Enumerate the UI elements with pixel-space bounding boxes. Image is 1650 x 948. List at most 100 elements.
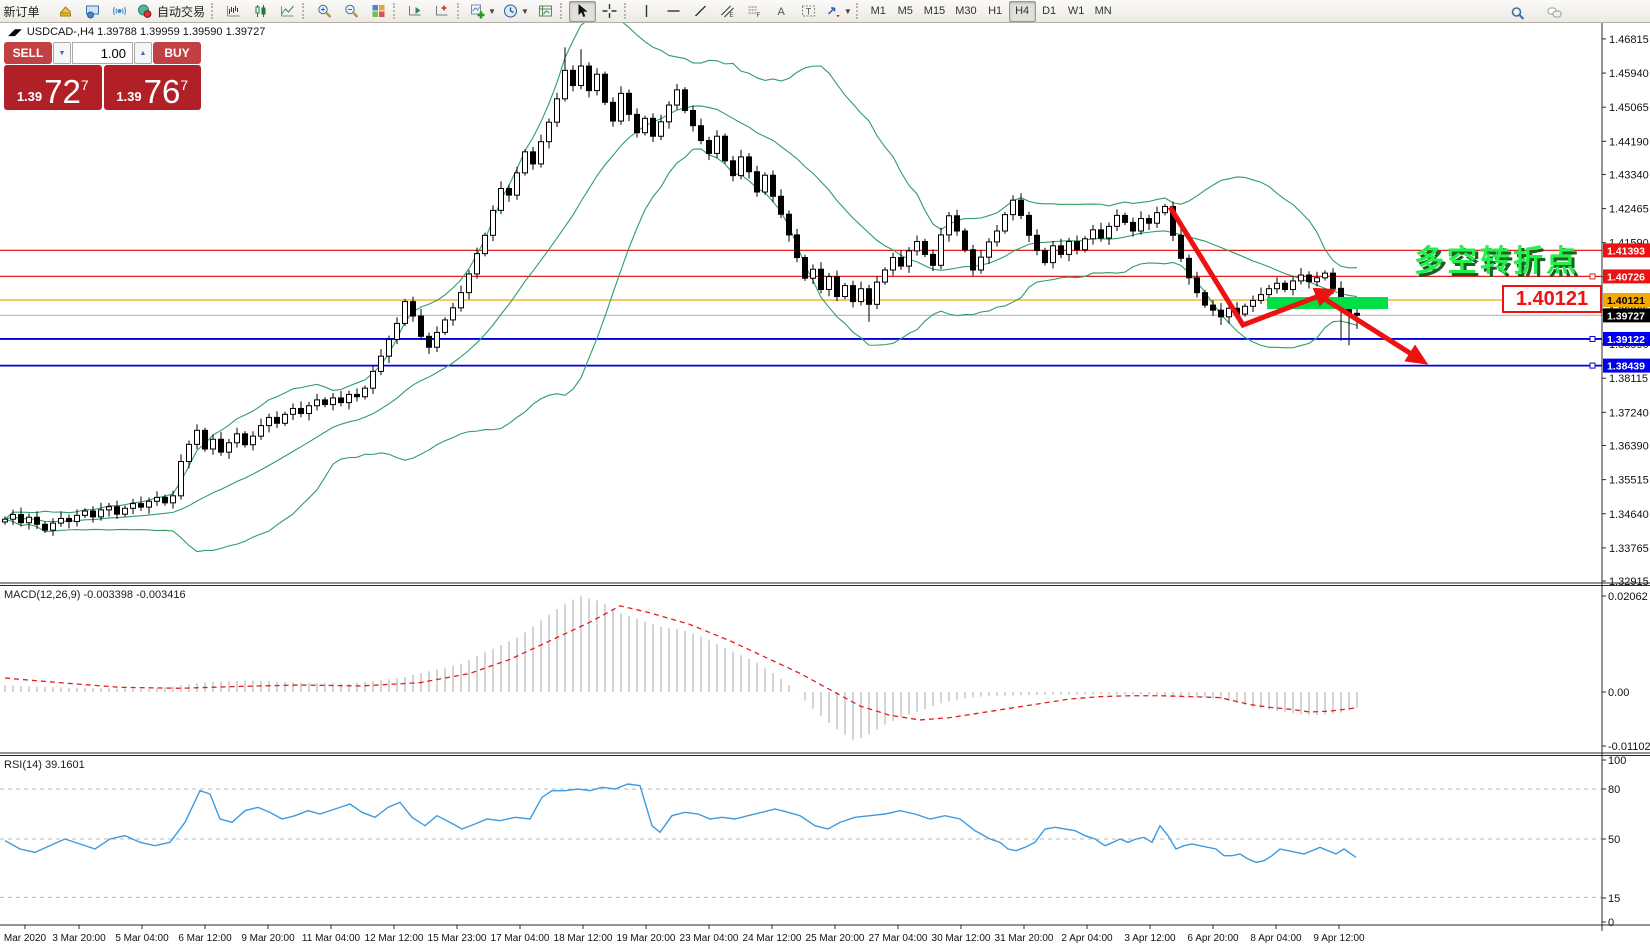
candle-body xyxy=(258,425,264,437)
buy-button[interactable]: BUY xyxy=(153,42,201,64)
candle-body xyxy=(1106,225,1112,239)
auto-scroll-button[interactable] xyxy=(402,1,429,22)
timeframe-mn-button[interactable]: MN xyxy=(1094,5,1112,17)
candle-body xyxy=(1018,199,1024,216)
candle-body xyxy=(858,288,864,303)
line-chart-button[interactable] xyxy=(274,1,301,22)
candle-body xyxy=(506,187,512,196)
volume-input[interactable]: 1.00 xyxy=(72,42,133,64)
new-order-button[interactable]: 新订单 xyxy=(0,1,52,22)
rsi-name: RSI(14) xyxy=(4,759,42,771)
horizontal-line-icon xyxy=(667,10,680,12)
candle-body xyxy=(1354,312,1360,316)
timeframe-h1-button[interactable]: H1 xyxy=(988,5,1003,17)
candle-body xyxy=(1042,250,1048,264)
candle-body xyxy=(834,276,840,298)
toolbar-grip xyxy=(623,3,632,19)
search-button[interactable] xyxy=(1504,2,1531,23)
candle-body xyxy=(802,257,808,279)
candle-body xyxy=(898,257,904,267)
auto-trading-button[interactable]: 自动交易 xyxy=(133,1,210,22)
candle-body xyxy=(1322,272,1328,279)
trendline-tool-button[interactable] xyxy=(687,1,714,22)
candle-body xyxy=(146,500,152,508)
price-tick-label: 1.45940 xyxy=(1609,68,1649,80)
time-tick-label: 25 Mar 20:00 xyxy=(806,933,865,944)
candlestick-chart-icon xyxy=(255,5,266,17)
zoom-in-icon xyxy=(318,4,332,18)
candle-body xyxy=(1330,272,1336,289)
candle-body xyxy=(290,407,296,415)
chat-button[interactable] xyxy=(1541,2,1568,23)
fibonacci-tool-button[interactable]: F xyxy=(741,1,768,22)
toolbar-grip xyxy=(457,3,465,19)
text-label-tool-button[interactable]: T xyxy=(795,1,822,22)
chat-icon xyxy=(1547,7,1562,17)
candle-body xyxy=(1210,304,1216,311)
turning-point-annotation[interactable]: 多空转折点 xyxy=(1414,245,1579,278)
tile-windows-button[interactable] xyxy=(365,1,392,22)
candle-body xyxy=(74,514,80,523)
timeframe-m30-button[interactable]: M30 xyxy=(955,5,977,17)
trend-arrow[interactable] xyxy=(1318,293,1429,365)
arrows-tool-button[interactable]: ▼ xyxy=(822,1,855,22)
level-endpoint-marker xyxy=(1589,362,1596,369)
buy-price-button[interactable]: 1.39 76 7 xyxy=(103,65,201,110)
horizontal-line-tool-button[interactable] xyxy=(660,1,687,22)
timeframe-w1-button[interactable]: W1 xyxy=(1067,5,1085,17)
candle-body xyxy=(746,156,752,173)
trend-arrow[interactable] xyxy=(1167,205,1337,329)
candle-body xyxy=(1258,294,1264,301)
market-watch-button[interactable] xyxy=(52,1,79,22)
sell-price-button[interactable]: 1.39 72 7 xyxy=(4,65,102,110)
candle-body xyxy=(346,393,352,404)
periods-button[interactable]: ▼ xyxy=(499,1,532,22)
candle-body xyxy=(90,510,96,518)
signal-button[interactable] xyxy=(106,1,133,22)
candlestick-chart-button[interactable] xyxy=(247,1,274,22)
zoom-out-button[interactable] xyxy=(338,1,365,22)
chart-shift-button[interactable] xyxy=(429,1,456,22)
price-tick-label: 1.37240 xyxy=(1609,407,1649,419)
terminal-button[interactable] xyxy=(79,1,106,22)
bar-chart-button[interactable] xyxy=(220,1,247,22)
time-tick-label: Mar 2020 xyxy=(4,933,47,944)
auto-scroll-icon xyxy=(409,6,421,16)
candle-body xyxy=(1066,241,1072,255)
timeframe-m15-button[interactable]: M15 xyxy=(923,5,946,17)
cursor-tool-button[interactable] xyxy=(568,0,596,22)
timeframe-h4-button[interactable]: H4 xyxy=(1008,0,1036,22)
candle-body xyxy=(674,89,680,106)
candle-body xyxy=(1058,245,1064,255)
price-badge-label: 1.38439 xyxy=(1607,361,1645,373)
candle-body xyxy=(890,257,896,271)
timeframe-d1-button[interactable]: D1 xyxy=(1042,5,1057,17)
sell-button[interactable]: SELL xyxy=(4,42,52,64)
candle-body xyxy=(666,104,672,123)
text-tool-button[interactable]: A xyxy=(768,1,795,22)
chart-symbol-icon: ◢◤ xyxy=(8,26,22,37)
candle-body xyxy=(650,117,656,137)
zoom-in-button[interactable] xyxy=(311,1,338,22)
volume-up-button[interactable]: ▲ xyxy=(134,42,152,64)
channel-tool-button[interactable]: E xyxy=(714,1,741,22)
vertical-line-tool-button[interactable] xyxy=(633,1,660,22)
candle-body xyxy=(1290,280,1296,291)
candle-body xyxy=(298,407,304,415)
add-indicator-button[interactable]: ▼ xyxy=(466,1,499,22)
time-tick-label: 8 Apr 04:00 xyxy=(1250,933,1302,944)
price-tick-label: 1.43340 xyxy=(1609,169,1649,181)
timeframe-m5-button[interactable]: M5 xyxy=(897,5,913,17)
candle-body xyxy=(362,387,368,398)
price-tick-label: 1.42465 xyxy=(1609,204,1649,216)
timeframe-m1-button[interactable]: M1 xyxy=(870,5,886,17)
template-button[interactable] xyxy=(532,1,559,22)
time-tick-label: 9 Mar 20:00 xyxy=(241,933,295,944)
macd-tick-label: 0.02062 xyxy=(1608,591,1648,603)
candle-body xyxy=(122,507,128,515)
price-tick-label: 1.36390 xyxy=(1609,441,1649,453)
volume-down-button[interactable]: ▼ xyxy=(53,42,71,64)
price-callout-box[interactable]: 1.40121 xyxy=(1502,285,1602,313)
crosshair-tool-button[interactable] xyxy=(596,1,623,22)
